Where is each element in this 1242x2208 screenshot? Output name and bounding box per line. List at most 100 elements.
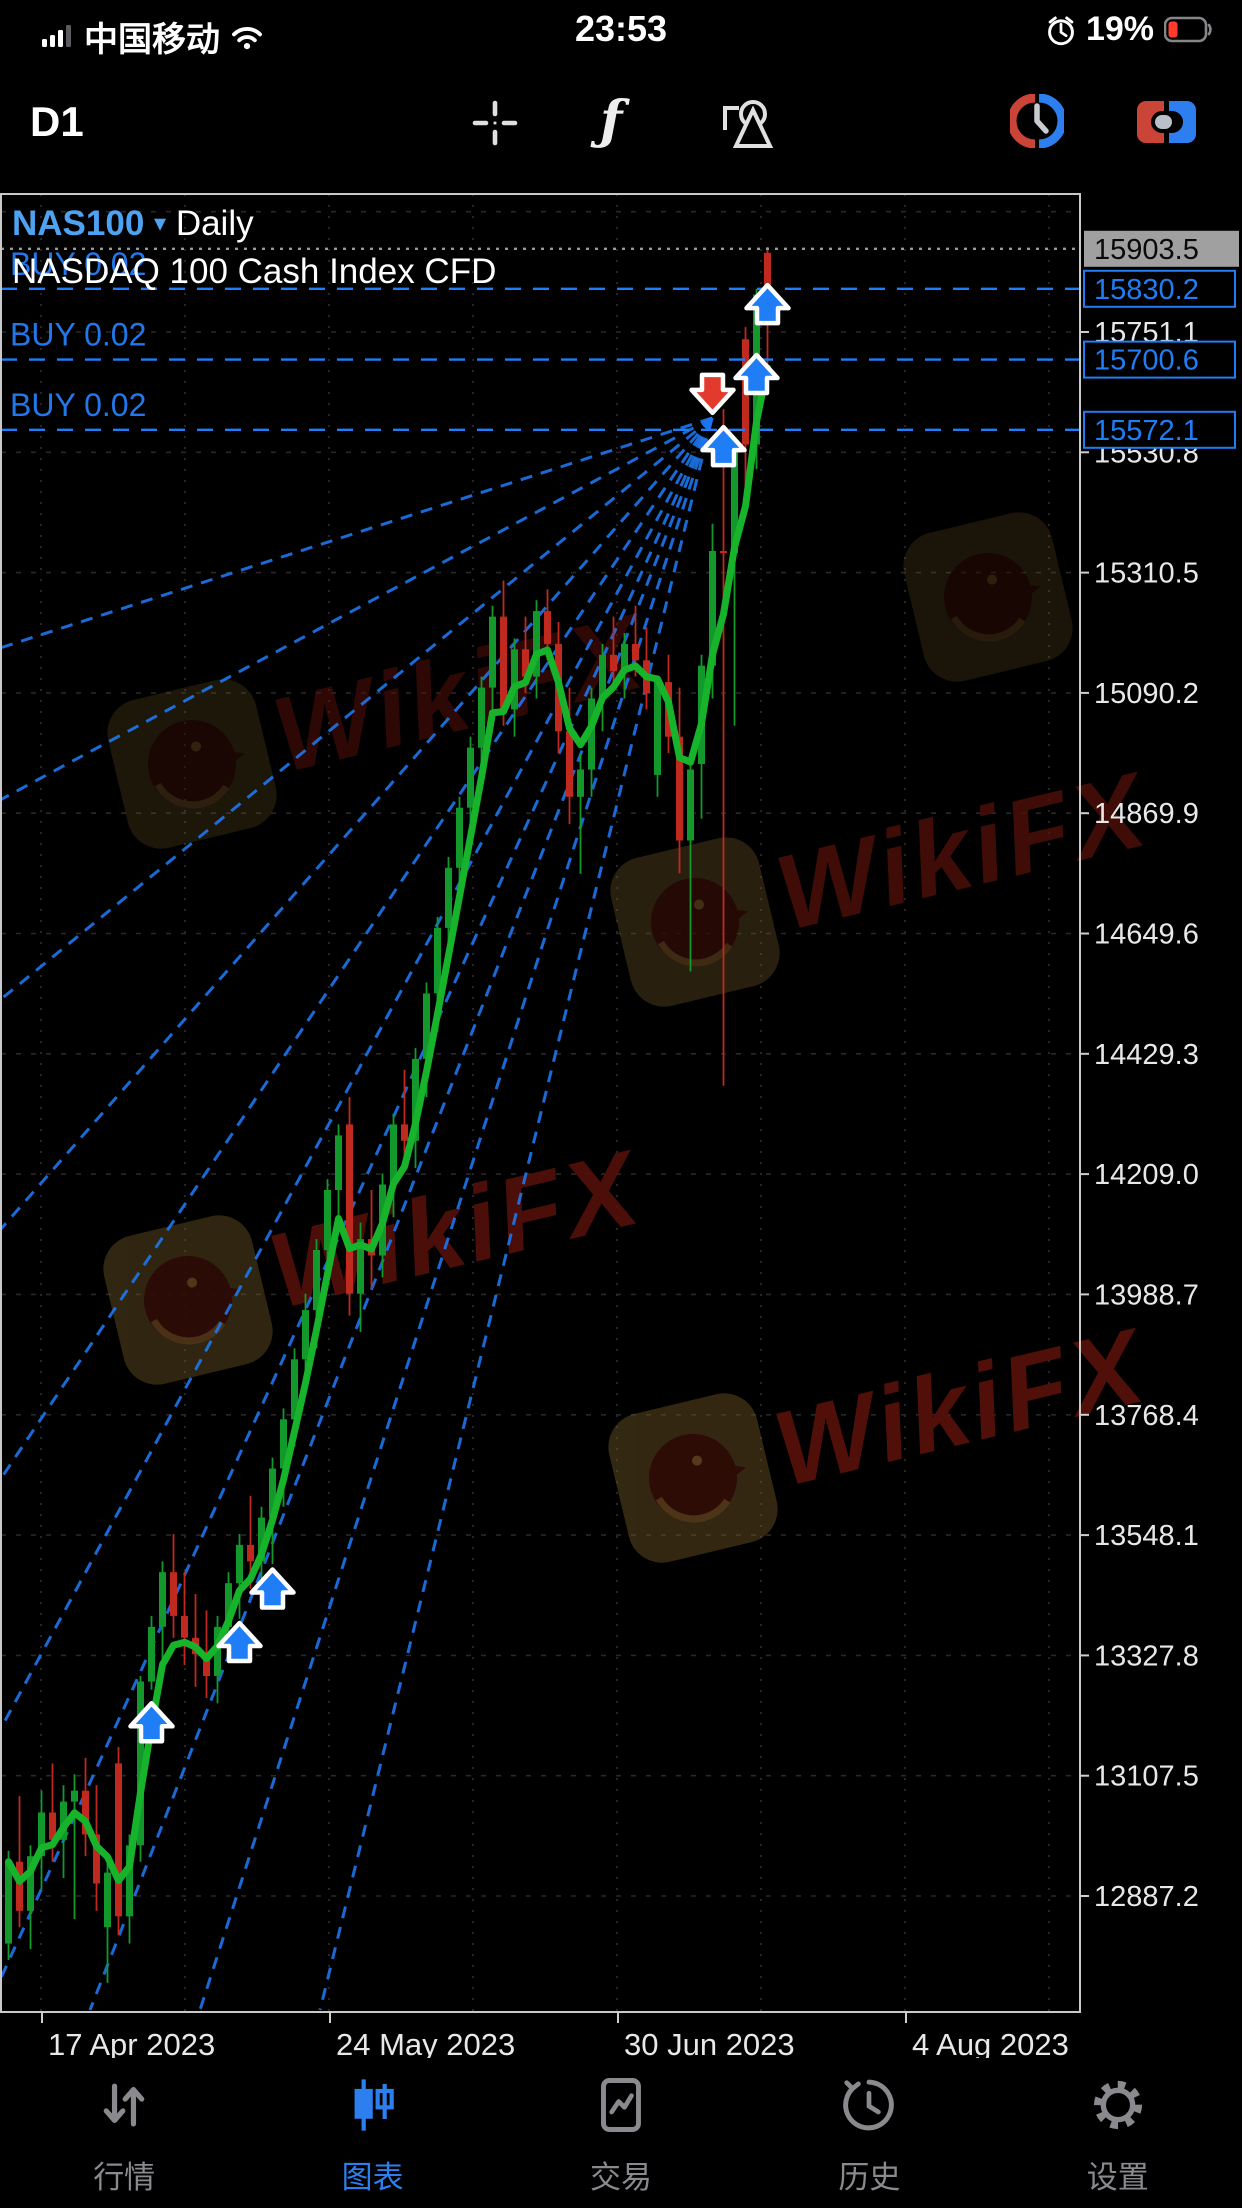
candle-body bbox=[544, 611, 551, 644]
tab-label: 行情 bbox=[93, 2160, 156, 2195]
order-price-tag bbox=[1083, 410, 1236, 449]
candle-body bbox=[467, 747, 474, 808]
quotes-icon bbox=[14, 2072, 234, 2138]
candle-body bbox=[500, 616, 507, 710]
candle-body bbox=[302, 1310, 309, 1360]
tab-charts[interactable]: 图表 bbox=[263, 2058, 483, 2197]
y-axis-tick: 15090.2 bbox=[1094, 678, 1199, 710]
candle-body bbox=[346, 1124, 353, 1294]
position-label: BUY 0.02 bbox=[10, 246, 146, 282]
order-price-tag bbox=[1083, 340, 1236, 379]
candle-body bbox=[654, 682, 661, 775]
candle-body bbox=[456, 807, 463, 868]
candle-body bbox=[434, 927, 441, 994]
candle-body bbox=[115, 1763, 122, 1917]
tab-history[interactable]: 历史 bbox=[759, 2058, 979, 2197]
candle-body bbox=[577, 769, 584, 797]
y-axis-tick: 13548.1 bbox=[1094, 1520, 1199, 1552]
candle-body bbox=[214, 1626, 221, 1676]
tab-quotes[interactable]: 行情 bbox=[14, 2058, 234, 2197]
candle-body bbox=[159, 1572, 166, 1627]
candle-body bbox=[324, 1190, 331, 1251]
candle-body bbox=[225, 1583, 232, 1627]
trendline[interactable] bbox=[88, 417, 714, 2011]
indicators-icon[interactable]: ƒ bbox=[600, 90, 623, 151]
candle-body bbox=[522, 649, 529, 677]
candle-body bbox=[720, 551, 727, 554]
svg-text:15903.5: 15903.5 bbox=[1094, 234, 1199, 266]
wikifx-watermark bbox=[903, 512, 1073, 682]
candle-body bbox=[566, 731, 573, 797]
candle-body bbox=[599, 654, 606, 699]
candle-body bbox=[676, 736, 683, 841]
y-axis-tick: 15310.5 bbox=[1094, 558, 1199, 590]
timeframe-button[interactable]: D1 bbox=[30, 98, 84, 145]
symbol-description: NASDAQ 100 Cash Index CFD bbox=[12, 252, 497, 291]
x-axis-tick: 30 Jun 2023 bbox=[624, 2027, 795, 2062]
candle-body bbox=[247, 1544, 254, 1562]
trendline[interactable] bbox=[0, 417, 714, 1231]
wikifx-watermark: WikiFX bbox=[103, 1128, 653, 1385]
candle-body bbox=[357, 1239, 364, 1294]
wifi-icon bbox=[232, 26, 262, 49]
candle-body bbox=[401, 1124, 408, 1141]
candle-body bbox=[478, 687, 485, 748]
candle-body bbox=[632, 643, 639, 661]
y-axis-tick: 13988.7 bbox=[1094, 1279, 1199, 1311]
svg-text:15830.2: 15830.2 bbox=[1094, 274, 1199, 306]
trendline[interactable] bbox=[0, 416, 713, 802]
candle-body bbox=[280, 1419, 287, 1469]
tab-settings[interactable]: 设置 bbox=[1008, 2058, 1228, 2197]
carrier-label: 中国移动 bbox=[84, 21, 220, 59]
symbol-selector[interactable]: NAS100 ▾ Daily bbox=[12, 204, 254, 244]
new-order-icon[interactable] bbox=[1136, 100, 1198, 144]
trendline[interactable] bbox=[0, 416, 713, 1002]
gear-icon bbox=[1008, 2072, 1228, 2138]
candle-body bbox=[687, 769, 694, 841]
chart-toolbar: D1 ƒ bbox=[0, 62, 1242, 185]
trendline[interactable] bbox=[0, 417, 714, 1981]
candle-body bbox=[610, 654, 617, 672]
candle-body bbox=[423, 993, 430, 1059]
objects-icon[interactable] bbox=[718, 98, 774, 150]
buy-arrow-marker bbox=[700, 424, 747, 468]
sell-arrow-marker bbox=[689, 372, 736, 416]
tab-label: 交易 bbox=[589, 2160, 652, 2195]
battery-icon bbox=[1164, 16, 1212, 42]
candle-body bbox=[104, 1872, 111, 1928]
candle-body bbox=[511, 649, 518, 710]
candle-body bbox=[412, 1058, 419, 1141]
order-price-tag bbox=[1083, 269, 1236, 308]
symbol-name: NAS100 bbox=[12, 204, 145, 243]
buy-arrow-marker bbox=[128, 1701, 175, 1744]
trade-icon bbox=[511, 2072, 731, 2138]
candle-body bbox=[93, 1834, 100, 1884]
buy-arrow-marker bbox=[216, 1620, 263, 1664]
trendline[interactable] bbox=[0, 417, 714, 1731]
candle-body bbox=[269, 1468, 276, 1518]
candle-body bbox=[16, 1861, 23, 1911]
trendline[interactable] bbox=[0, 417, 714, 1481]
candle-body bbox=[5, 1861, 12, 1944]
candle-body bbox=[764, 252, 771, 288]
timeframe-label: Daily bbox=[175, 204, 254, 243]
candle-body bbox=[126, 1845, 133, 1917]
y-axis-tick: 13327.8 bbox=[1094, 1640, 1199, 1672]
candle-body bbox=[709, 551, 716, 666]
tab-trade[interactable]: 交易 bbox=[511, 2058, 731, 2197]
tab-label: 历史 bbox=[838, 2160, 901, 2195]
buy-arrow-marker bbox=[744, 282, 791, 326]
crosshair-icon[interactable] bbox=[470, 98, 520, 148]
svg-text:15700.6: 15700.6 bbox=[1094, 345, 1199, 377]
svg-text:15572.1: 15572.1 bbox=[1094, 415, 1199, 447]
trendline[interactable] bbox=[198, 417, 714, 2011]
buy-arrow-marker bbox=[249, 1567, 296, 1610]
candle-body bbox=[148, 1626, 155, 1682]
bid-price-tag bbox=[1084, 230, 1239, 267]
ma-line bbox=[5, 364, 771, 1885]
candle-body bbox=[489, 616, 496, 688]
chart-mode-icon[interactable] bbox=[1010, 94, 1064, 148]
charts-icon bbox=[263, 2072, 483, 2138]
candle-body bbox=[390, 1124, 397, 1185]
